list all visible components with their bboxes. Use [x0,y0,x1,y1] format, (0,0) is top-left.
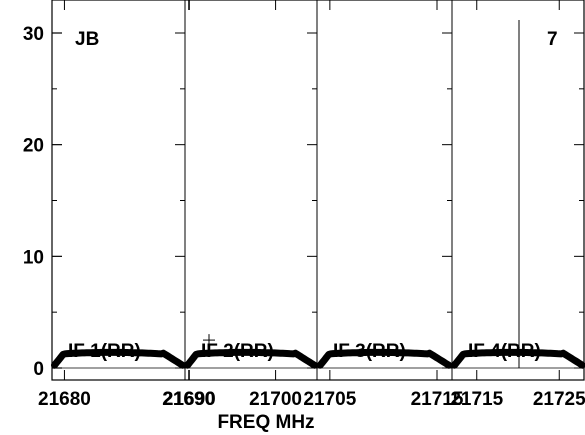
x-tick-label: 21700 [249,389,302,410]
spectrum-trace [316,348,453,369]
x-tick-label: 21690 [163,389,216,410]
spectrum-trace [451,348,585,369]
panels-layer [52,0,584,380]
x-tick-label: 21715 [411,389,464,410]
x-tick-label: 21725 [533,389,585,410]
x-tick-label: 21680 [38,389,91,410]
x-tick-label: 21705 [303,389,356,410]
x-axis-label: FREQ MHz [217,412,314,433]
y-tick-label: 20 [23,136,44,157]
if-label: IF 2(RR) [201,341,274,362]
spectrum-trace [184,348,318,369]
x-tick-label: 21715 [450,389,503,410]
spectrum-trace [51,348,186,369]
y-tick-label: 10 [23,247,44,268]
station-label: JB [75,29,99,50]
y-tick-label: 0 [33,359,44,380]
x-tick-label: 21690 [162,389,215,410]
if-label: IF 1(RR) [68,341,141,362]
if-label: IF 4(RR) [468,341,541,362]
baseline-number-label: 7 [547,29,558,50]
y-tick-label: 30 [23,24,44,45]
if-label: IF 3(RR) [333,341,406,362]
data-layer [51,348,585,369]
plot-frame [51,0,585,381]
